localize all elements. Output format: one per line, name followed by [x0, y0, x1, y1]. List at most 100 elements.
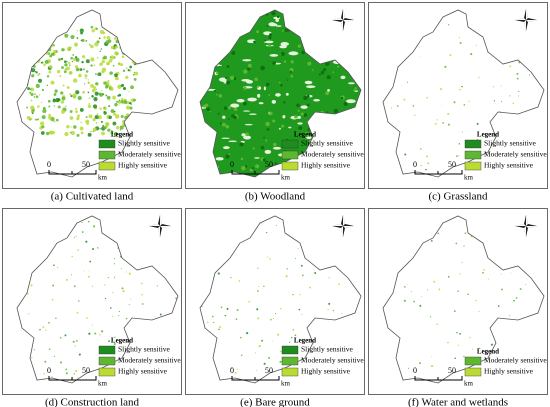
- scale-start: 0: [47, 366, 51, 375]
- cover-dot: [128, 91, 130, 93]
- cover-dot: [85, 240, 88, 243]
- cover-dot: [66, 66, 70, 71]
- shade: [283, 101, 286, 104]
- cover-dot: [128, 101, 132, 105]
- cover-dot: [39, 121, 45, 126]
- shade: [240, 157, 244, 161]
- cover-dot: [93, 64, 96, 67]
- cover-dot: [129, 106, 133, 110]
- legend-swatch: [281, 356, 299, 366]
- cover-dot: [125, 271, 128, 273]
- cover-dot: [110, 131, 114, 135]
- gap: [228, 140, 237, 143]
- compass-star: [515, 9, 537, 31]
- cover-dot: [133, 77, 137, 81]
- shade: [318, 73, 321, 76]
- cover-dot: [292, 293, 294, 296]
- cover-dot: [105, 94, 108, 97]
- cover-dot: [119, 129, 122, 131]
- cover-dot: [66, 46, 72, 52]
- cover-dot: [114, 37, 117, 40]
- cover-dot: [500, 273, 502, 275]
- cover-dot: [236, 368, 238, 370]
- cover-dot: [291, 336, 293, 339]
- shade: [269, 111, 273, 116]
- cover-dot: [420, 295, 423, 297]
- cover-dot: [69, 131, 72, 134]
- cover-dot: [525, 284, 527, 286]
- cover-dot: [79, 108, 84, 112]
- legend-swatch: [98, 345, 116, 355]
- gap: [241, 78, 251, 82]
- cover-dot: [49, 130, 54, 135]
- cover-dot: [517, 95, 519, 97]
- cover-dot: [114, 277, 116, 279]
- legend-label: Slightly sensitive: [118, 345, 171, 354]
- cover-dot: [425, 168, 427, 171]
- compass-star-light: [515, 9, 537, 31]
- cover-dot: [478, 310, 480, 313]
- cover-dot: [30, 99, 33, 102]
- gap: [263, 86, 266, 91]
- shade: [289, 70, 293, 74]
- cover-dot: [49, 65, 53, 69]
- cover-dot: [509, 315, 511, 317]
- legend-swatch: [281, 345, 299, 355]
- cover-dot: [75, 110, 78, 114]
- shade: [326, 75, 331, 80]
- scale-start: 0: [413, 366, 417, 375]
- legend-swatch: [98, 161, 116, 171]
- cover-dot: [82, 90, 85, 94]
- compass-star: [515, 215, 537, 237]
- panel-caption: (b) Woodland: [245, 191, 306, 203]
- shade: [229, 75, 235, 81]
- cover-dot: [87, 275, 90, 278]
- shade: [260, 65, 265, 71]
- cover-dot: [59, 336, 62, 339]
- cover-dot: [93, 86, 97, 90]
- cover-dot: [500, 85, 502, 87]
- cover-dot: [66, 125, 70, 129]
- cover-dot: [258, 345, 261, 348]
- cover-dot: [113, 342, 116, 346]
- gap: [306, 135, 312, 140]
- cover-dot: [44, 59, 49, 64]
- scale-start: 0: [47, 160, 51, 169]
- cover-dot: [67, 61, 69, 63]
- shade: [253, 40, 256, 44]
- shade: [219, 122, 222, 125]
- cover-dot: [66, 86, 70, 89]
- cover-dot: [112, 95, 116, 100]
- cover-dot: [257, 267, 259, 269]
- cover-dot: [65, 105, 67, 107]
- cover-dot: [91, 95, 94, 98]
- cover-dot: [87, 91, 90, 94]
- cover-dot: [238, 280, 241, 282]
- shade: [262, 158, 266, 162]
- cover-dot: [85, 116, 88, 119]
- gap: [247, 97, 257, 102]
- cover-dot: [53, 120, 56, 123]
- cover-dot: [224, 314, 227, 317]
- cover-dot: [406, 81, 408, 83]
- cover-dot: [509, 65, 512, 68]
- shade: [269, 33, 273, 37]
- cover-dot: [469, 336, 471, 339]
- cover-dot: [77, 114, 80, 118]
- shade: [306, 94, 310, 98]
- cover-dot: [75, 67, 80, 72]
- shade: [226, 65, 230, 68]
- cover-dot: [418, 362, 421, 365]
- cover-dot: [70, 34, 75, 40]
- cover-dot: [71, 274, 73, 276]
- legend-swatch: [281, 367, 299, 377]
- cover-dot: [112, 112, 117, 116]
- cover-dot: [85, 39, 88, 42]
- gap: [275, 93, 281, 97]
- cover-dot: [133, 71, 135, 74]
- cover-dot: [108, 105, 111, 107]
- gap: [264, 40, 274, 44]
- panel-caption: (d) Construction land: [45, 397, 140, 407]
- gap: [244, 123, 253, 126]
